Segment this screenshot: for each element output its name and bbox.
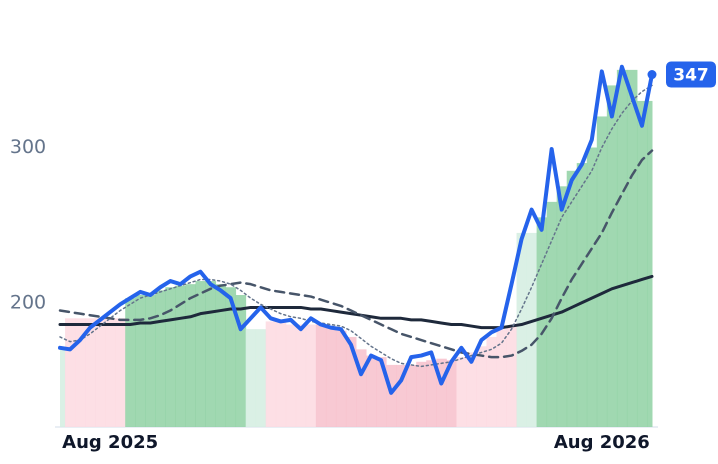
series-line: [58, 149, 654, 359]
regime-band: [185, 284, 196, 427]
x-tick-label: Aug 2025: [62, 432, 158, 453]
regime-band: [506, 326, 518, 427]
last-value-badge: [666, 61, 716, 88]
regime-band: [265, 321, 277, 427]
regime-band: [75, 318, 86, 427]
regime-band: [60, 347, 66, 427]
regime-band: [225, 287, 237, 427]
regime-band: [135, 295, 146, 427]
regime-bands: [60, 69, 653, 428]
regime-band: [416, 361, 427, 427]
regime-band: [125, 298, 136, 427]
regime-band: [175, 285, 186, 427]
regime-band: [85, 318, 96, 427]
regime-band: [556, 186, 568, 427]
regime-band: [215, 284, 227, 427]
regime-band: [235, 295, 247, 427]
regime-band: [315, 324, 327, 427]
regime-band: [436, 358, 447, 427]
last-point: [647, 70, 657, 80]
regime-band: [586, 147, 598, 427]
regime-band: [526, 232, 538, 427]
regime-band: [356, 349, 367, 427]
regime-band: [576, 163, 588, 427]
regime-band: [606, 85, 618, 428]
regime-band: [426, 360, 437, 427]
regime-band: [305, 324, 317, 427]
regime-band: [245, 329, 257, 427]
regime-band: [275, 321, 287, 427]
regime-band: [486, 336, 497, 427]
regime-band: [456, 357, 467, 427]
regime-band: [95, 318, 106, 427]
regime-band: [406, 364, 417, 427]
regime-band: [255, 329, 267, 427]
regime-band: [65, 318, 76, 427]
regime-band: [646, 100, 653, 427]
regime-band: [616, 69, 628, 427]
regime-band: [165, 287, 176, 427]
y-tick-label: 200: [10, 291, 46, 313]
regime-band: [105, 318, 116, 427]
regime-band: [536, 217, 548, 427]
series-line: [59, 84, 653, 368]
regime-band: [115, 318, 126, 427]
last-value-label: 347: [673, 66, 709, 86]
regime-band: [195, 281, 206, 427]
y-tick-label: 300: [10, 136, 46, 158]
series-line: [58, 64, 654, 395]
regime-band: [205, 281, 217, 427]
regime-band: [466, 352, 477, 427]
regime-band: [376, 357, 387, 427]
regime-band: [295, 324, 307, 427]
regime-band: [516, 232, 528, 427]
regime-band: [345, 336, 357, 427]
regime-band: [366, 355, 377, 427]
regime-band: [566, 170, 578, 428]
regime-band: [285, 324, 297, 427]
regime-band: [446, 360, 457, 427]
regime-band: [596, 116, 608, 428]
regime-band: [496, 329, 508, 427]
regime-band: [145, 295, 156, 427]
regime-band: [155, 290, 166, 427]
regime-band: [325, 327, 337, 427]
x-tick-label: Aug 2026: [554, 432, 650, 453]
regime-band: [626, 69, 638, 427]
regime-band: [636, 100, 648, 427]
regime-band: [386, 364, 397, 427]
regime-band: [335, 330, 347, 427]
regime-band: [476, 346, 487, 427]
regime-band: [396, 364, 407, 427]
